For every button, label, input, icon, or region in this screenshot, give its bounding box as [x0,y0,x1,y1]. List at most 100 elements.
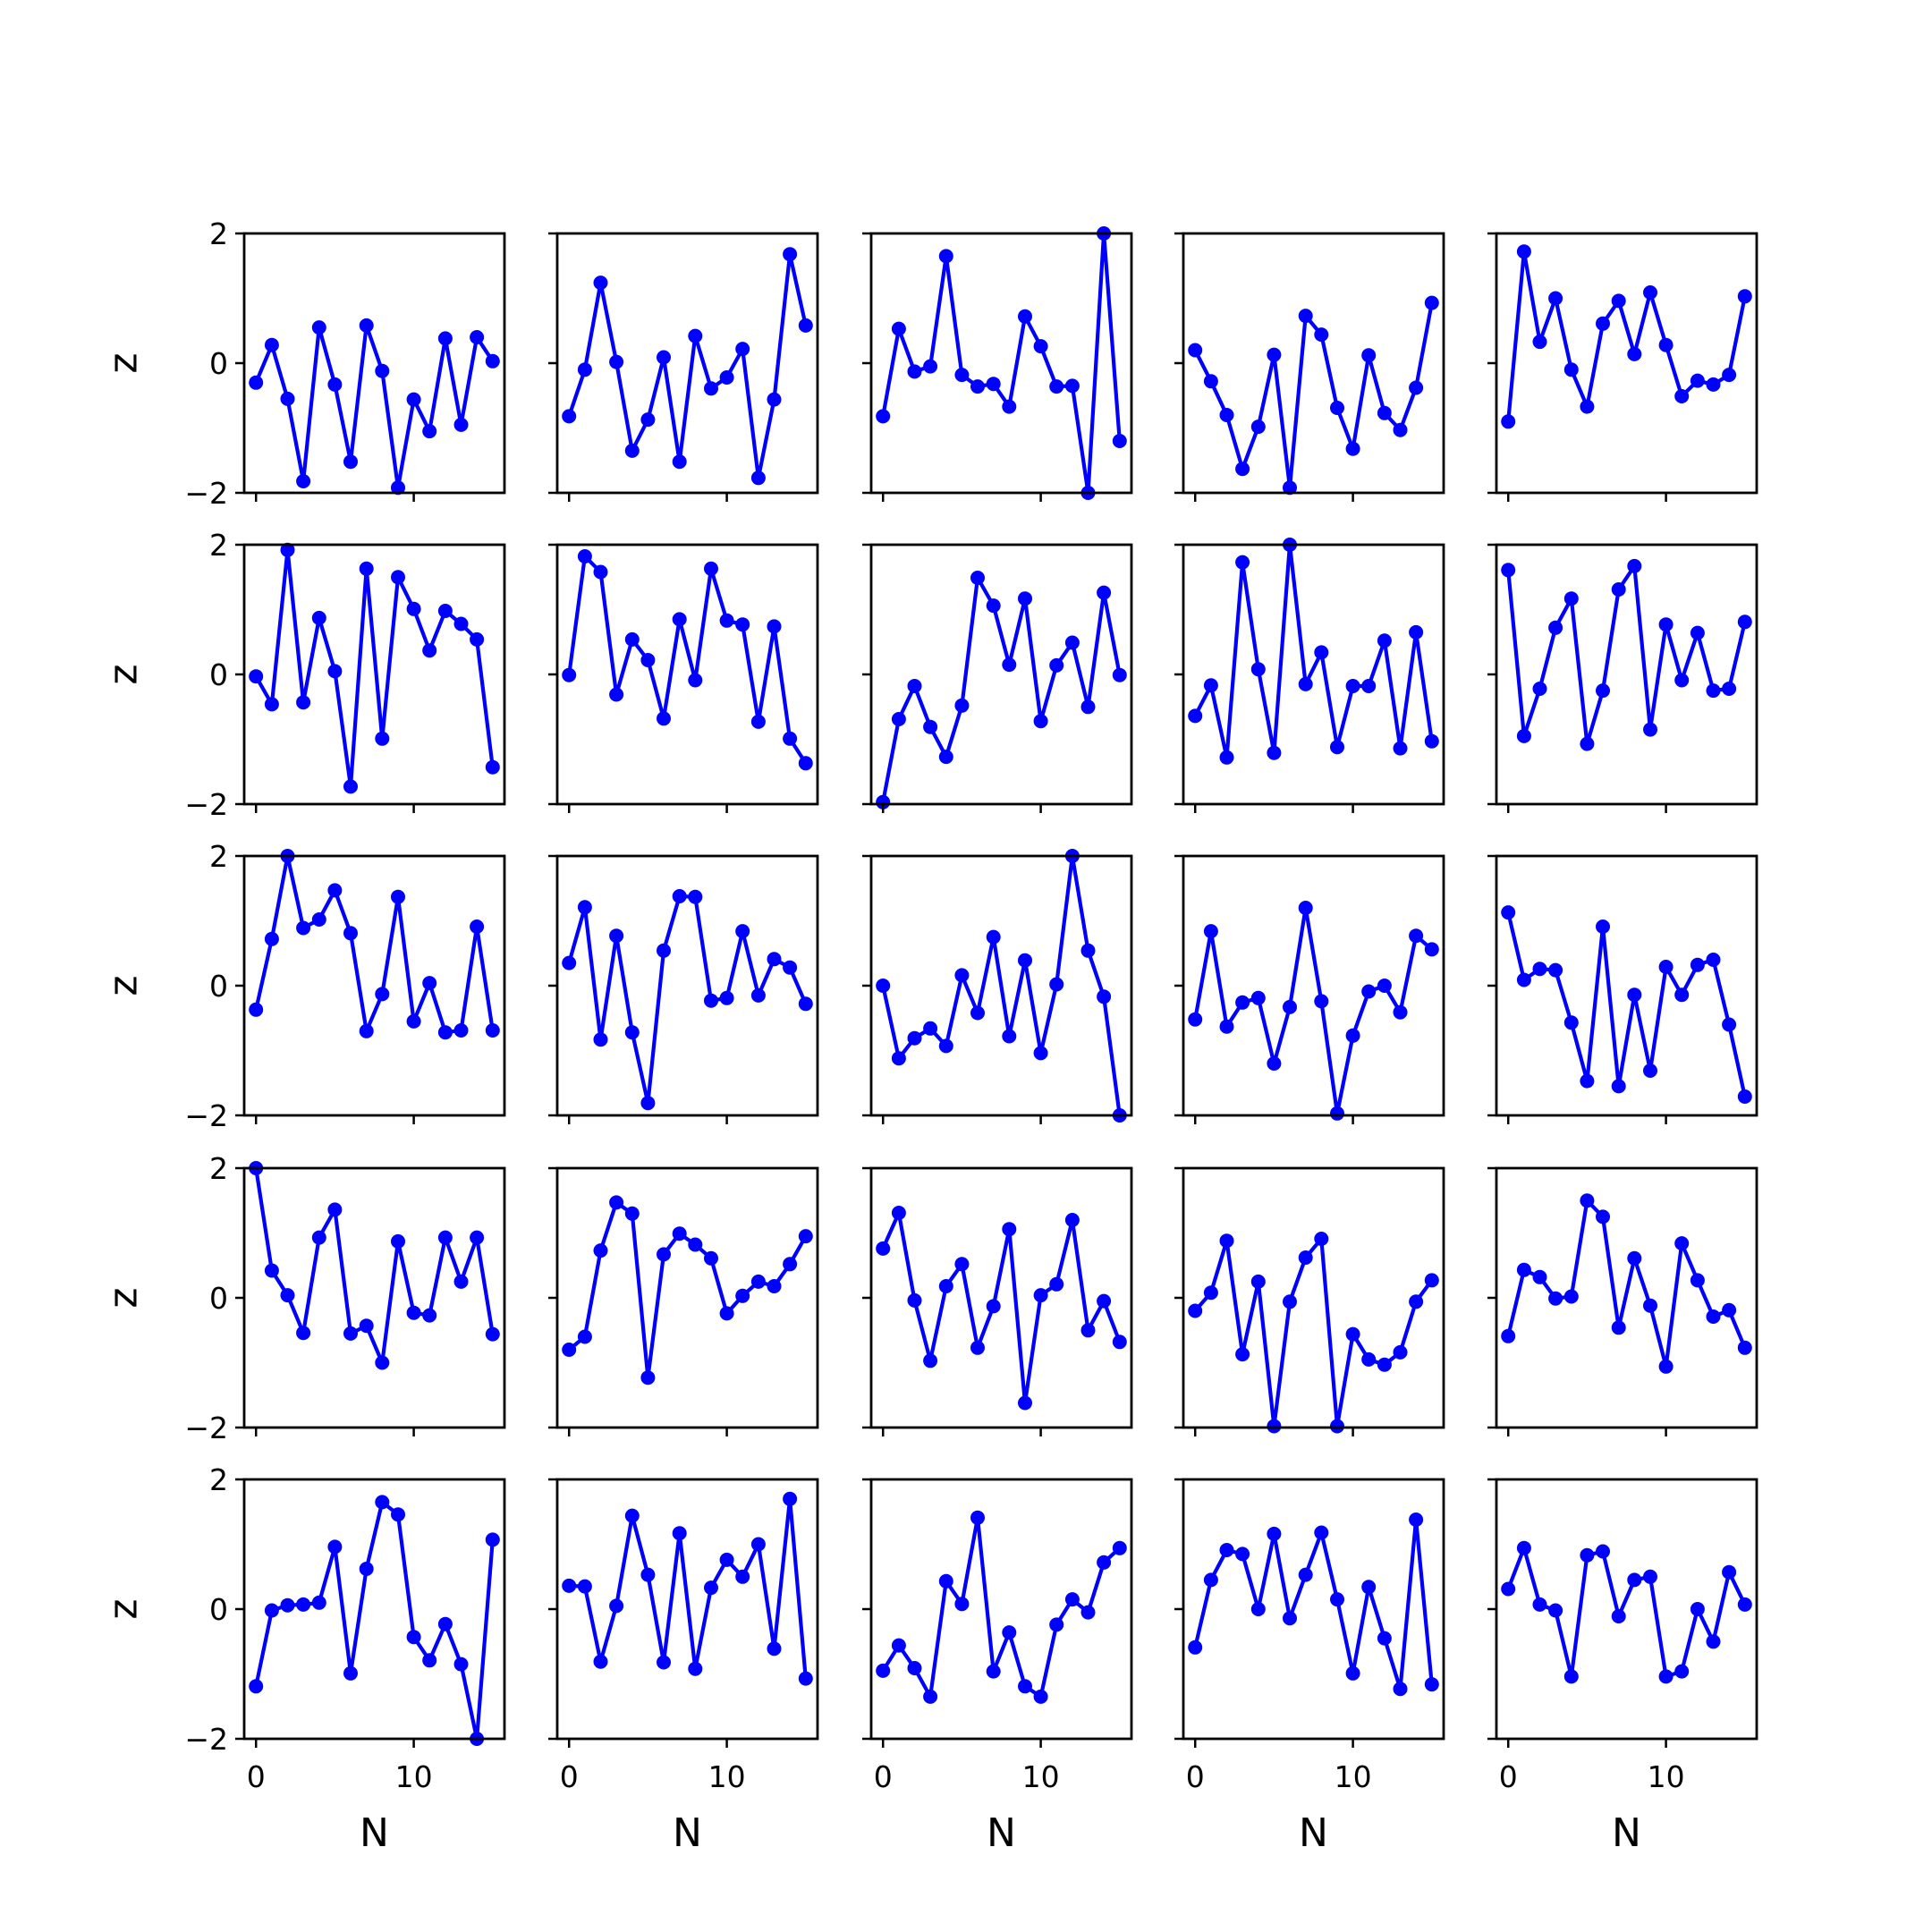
data-point [593,564,608,580]
data-point [1267,1526,1282,1541]
data-point [609,928,624,944]
data-point [1563,1669,1579,1684]
data-point [470,330,485,344]
data-point [406,392,421,407]
data-point [1627,346,1642,361]
data-point [1033,714,1048,729]
data-point [249,375,264,390]
data-point [1611,1320,1626,1335]
data-point [264,337,279,352]
data-point [1002,399,1017,414]
data-point [327,1202,343,1217]
series-group [1193,1517,1434,1691]
data-point [1548,962,1563,978]
y-tick-label: −2 [184,1098,228,1133]
data-point [1643,1063,1657,1078]
data-point [1658,960,1674,974]
data-point [704,1250,718,1266]
data-point [688,1237,703,1252]
data-point [750,470,766,486]
data-point [280,542,295,557]
subplot-r3-c4 [1487,1166,1758,1436]
data-point [1049,977,1064,992]
data-point [1424,942,1439,957]
y-tick-label: 2 [209,839,228,874]
data-point [296,695,311,710]
data-point [1532,1597,1547,1612]
data-point [1532,1269,1547,1284]
x-axis-label: N [987,1810,1016,1856]
data-point [1267,745,1282,760]
data-point [1627,987,1642,1003]
data-point [672,454,687,470]
data-point [672,612,687,627]
data-point [1018,953,1032,968]
data-point [750,1537,766,1552]
data-point [1203,924,1218,939]
data-point [923,1353,938,1368]
data-point [938,1279,953,1293]
data-point [1706,1634,1721,1649]
subplot-r4-c1: 0 10N [548,1478,819,1856]
x-axis-label: N [1612,1810,1641,1856]
data-point [657,1655,671,1670]
data-point [1314,1525,1329,1540]
data-point [1737,1597,1752,1612]
data-point [343,779,358,794]
data-point [1002,1625,1017,1640]
data-point [343,1326,358,1341]
data-point [1501,563,1516,578]
series-line [254,547,495,789]
data-point [391,1507,405,1522]
data-point [453,1657,469,1672]
data-point [767,619,782,634]
data-point [453,616,469,631]
x-tick-label: 10 [1335,1759,1372,1794]
data-point [798,756,813,771]
data-point [1377,1631,1392,1646]
data-point [672,1526,687,1541]
data-point [986,598,1001,614]
data-point [1722,368,1737,383]
subplot-r2-c0: −2 0 2 z [101,839,506,1133]
y-tick-label: 0 [209,1592,228,1627]
data-point [1737,1089,1752,1104]
data-point [750,714,766,729]
data-point [1674,1236,1690,1251]
data-point [437,1616,453,1631]
y-tick-label: −2 [184,1722,228,1757]
data-point [422,424,437,439]
y-tick-label: −2 [184,1411,228,1445]
series-line [1193,301,1434,490]
data-point [750,987,766,1003]
data-point [1298,309,1313,324]
data-point [657,943,671,958]
data-point [1674,1664,1690,1679]
data-point [1516,728,1531,743]
data-point [1409,1294,1424,1309]
data-point [1064,1213,1080,1227]
data-point [1596,919,1610,934]
series-line [1506,564,1747,746]
data-point [624,1206,640,1221]
series-group [1193,545,1434,759]
data-point [343,454,358,470]
subplot-r3-c1 [548,1166,819,1436]
series-line [567,1200,808,1380]
data-point [1219,1019,1234,1034]
data-point [767,392,782,407]
data-point [1283,1611,1297,1626]
data-point [1377,633,1392,648]
subplot-r2-c4 [1487,854,1758,1124]
data-point [1097,1555,1112,1570]
x-axis-label: N [360,1810,389,1856]
data-point [767,1641,782,1657]
data-point [1219,408,1234,422]
data-point [1049,1276,1064,1292]
data-point [1658,1359,1674,1374]
data-point [1049,657,1064,673]
data-point [593,1243,608,1258]
data-point [735,924,750,939]
data-point [1548,1603,1563,1618]
